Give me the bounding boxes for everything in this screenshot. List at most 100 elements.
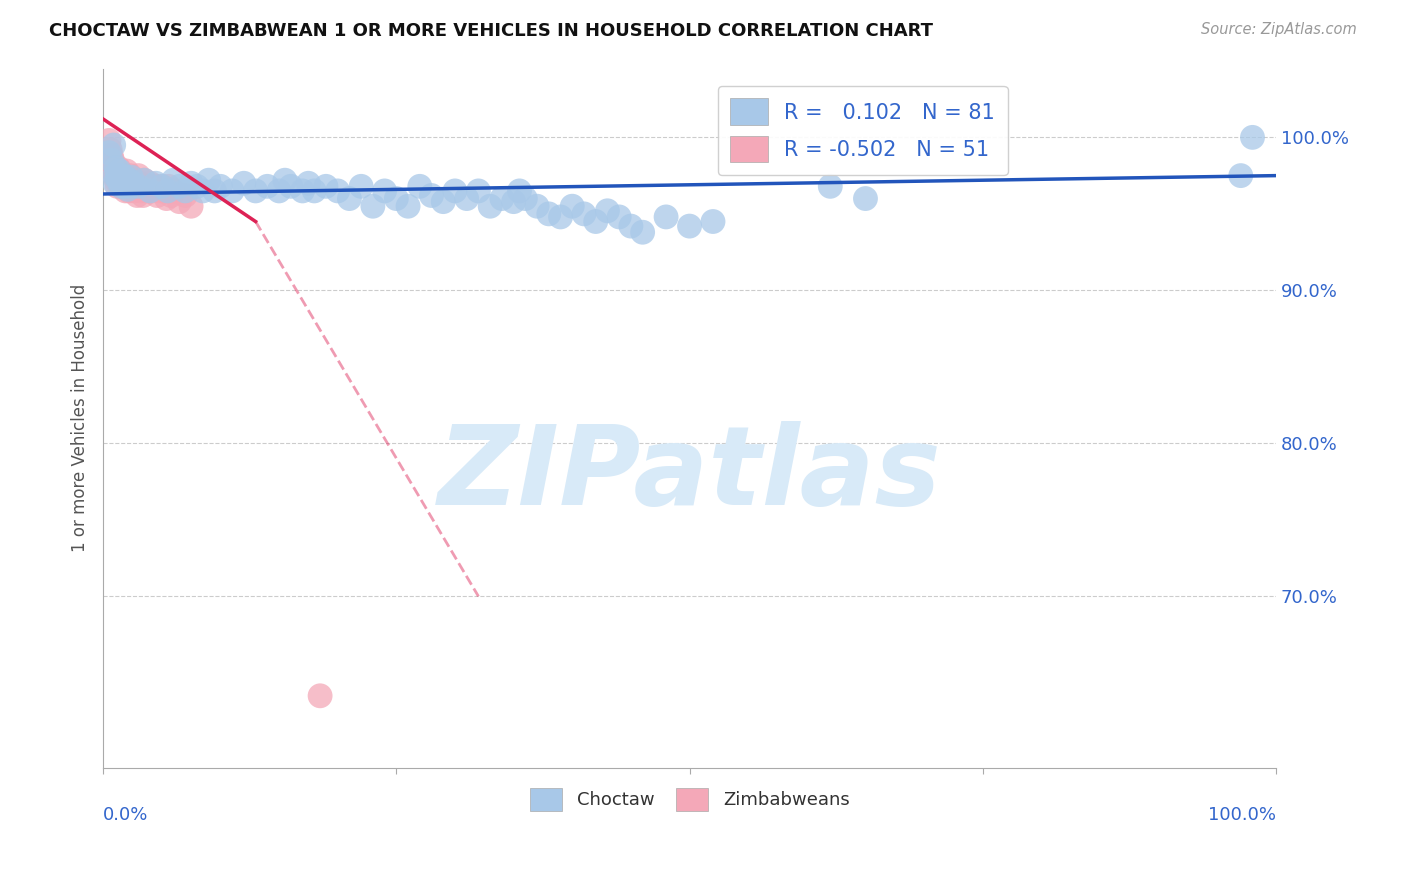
- Point: [297, 176, 319, 190]
- Point: [134, 179, 156, 194]
- Point: [561, 199, 583, 213]
- Point: [139, 184, 162, 198]
- Point: [155, 192, 177, 206]
- Point: [98, 143, 121, 157]
- Point: [104, 164, 127, 178]
- Point: [150, 179, 173, 194]
- Point: [100, 153, 122, 168]
- Point: [515, 192, 537, 206]
- Point: [385, 192, 408, 206]
- Point: [112, 173, 135, 187]
- Point: [107, 173, 129, 187]
- Point: [103, 138, 125, 153]
- Point: [267, 184, 290, 198]
- Point: [128, 176, 150, 190]
- Point: [150, 179, 173, 194]
- Point: [1241, 130, 1264, 145]
- Point: [444, 184, 467, 198]
- Point: [361, 199, 384, 213]
- Point: [572, 207, 595, 221]
- Point: [121, 176, 143, 190]
- Point: [420, 188, 443, 202]
- Point: [274, 173, 297, 187]
- Point: [631, 225, 654, 239]
- Point: [120, 170, 142, 185]
- Point: [115, 176, 138, 190]
- Text: Source: ZipAtlas.com: Source: ZipAtlas.com: [1201, 22, 1357, 37]
- Point: [256, 179, 278, 194]
- Point: [98, 145, 121, 160]
- Point: [702, 214, 724, 228]
- Point: [148, 184, 170, 198]
- Point: [291, 184, 314, 198]
- Point: [467, 184, 489, 198]
- Point: [104, 176, 127, 190]
- Point: [143, 179, 166, 194]
- Point: [315, 179, 337, 194]
- Text: 100.0%: 100.0%: [1208, 806, 1277, 824]
- Text: ZIPatlas: ZIPatlas: [437, 420, 942, 527]
- Point: [115, 164, 138, 178]
- Point: [209, 179, 232, 194]
- Point: [134, 173, 156, 187]
- Point: [107, 161, 129, 175]
- Point: [98, 133, 121, 147]
- Point: [105, 161, 128, 175]
- Point: [139, 176, 162, 190]
- Point: [117, 182, 139, 196]
- Point: [100, 149, 122, 163]
- Point: [136, 184, 159, 198]
- Point: [820, 179, 842, 194]
- Point: [122, 184, 145, 198]
- Point: [118, 184, 141, 198]
- Point: [197, 173, 219, 187]
- Point: [620, 219, 643, 233]
- Point: [110, 173, 132, 187]
- Point: [131, 179, 153, 194]
- Point: [491, 192, 513, 206]
- Point: [596, 203, 619, 218]
- Point: [127, 169, 149, 183]
- Legend: Choctaw, Zimbabweans: Choctaw, Zimbabweans: [523, 780, 856, 818]
- Text: 0.0%: 0.0%: [103, 806, 149, 824]
- Point: [108, 164, 131, 178]
- Point: [124, 173, 146, 187]
- Point: [153, 184, 176, 198]
- Point: [156, 184, 179, 198]
- Point: [104, 169, 127, 183]
- Point: [186, 179, 208, 194]
- Point: [111, 179, 134, 194]
- Point: [112, 179, 135, 194]
- Point: [146, 188, 169, 202]
- Point: [326, 184, 349, 198]
- Point: [280, 179, 302, 194]
- Point: [374, 184, 396, 198]
- Point: [526, 199, 548, 213]
- Point: [101, 153, 124, 168]
- Point: [502, 194, 524, 209]
- Point: [157, 179, 180, 194]
- Point: [105, 169, 128, 183]
- Point: [245, 184, 267, 198]
- Point: [479, 199, 502, 213]
- Point: [607, 210, 630, 224]
- Point: [396, 199, 419, 213]
- Point: [105, 179, 128, 194]
- Point: [162, 173, 184, 187]
- Point: [127, 179, 149, 194]
- Point: [110, 167, 132, 181]
- Point: [120, 176, 142, 190]
- Point: [110, 179, 132, 194]
- Point: [132, 188, 155, 202]
- Point: [550, 210, 572, 224]
- Point: [302, 184, 325, 198]
- Point: [103, 158, 125, 172]
- Point: [160, 188, 183, 202]
- Point: [309, 689, 332, 703]
- Point: [232, 176, 254, 190]
- Point: [678, 219, 700, 233]
- Point: [1229, 169, 1251, 183]
- Point: [162, 184, 184, 198]
- Point: [456, 192, 478, 206]
- Point: [174, 188, 197, 202]
